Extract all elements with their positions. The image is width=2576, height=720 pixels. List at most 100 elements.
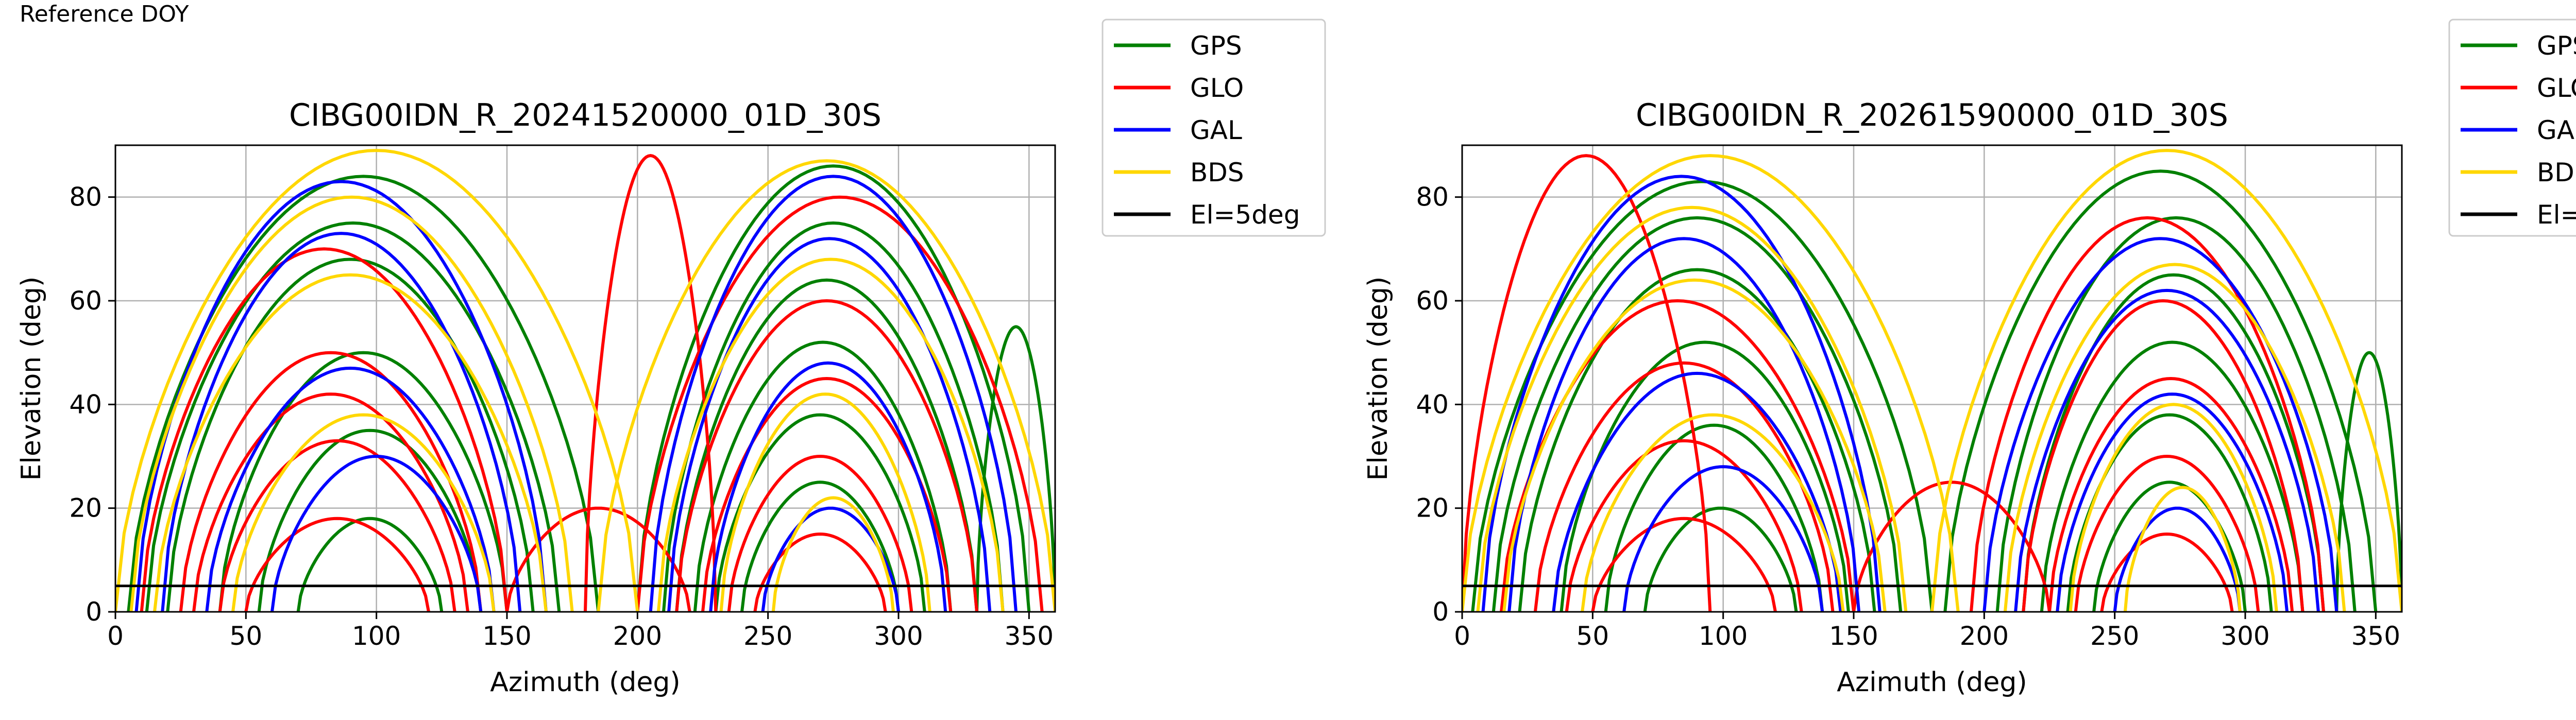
chart1-series-gps-arc <box>1492 216 1903 612</box>
chart1-x-tick-label: 0 <box>1454 621 1470 651</box>
chart0-series-gps-arc <box>662 221 1005 612</box>
chart0-y-tick-label: 40 <box>69 389 102 419</box>
chart0-legend-label: GAL <box>1190 115 1242 145</box>
chart1-y-tick-label: 20 <box>1416 493 1449 523</box>
chart1-legend-label: GPS <box>2537 31 2576 61</box>
chart0-y-tick-label: 80 <box>69 182 102 212</box>
chart0-series-glo-arc <box>675 299 978 612</box>
chart1-series-bds-arc <box>1930 149 2402 612</box>
chart1-series-bds-arc <box>1462 154 1960 612</box>
chart1-legend-box <box>2448 19 2576 237</box>
chart1-series-glo-arc <box>2074 454 2260 612</box>
chart1-series-glo-arc <box>1462 154 1712 612</box>
skyplot-chart-left: 0 50 100 150 200 250 300 350 0 20 40 60 80 CIBG00IDN_… <box>16 19 1326 698</box>
chart1-series-gps-arc <box>2335 351 2402 612</box>
chart0-legend-label: El=5deg <box>1190 200 1300 230</box>
chart1-x-axis-label: Azimuth (deg) <box>1837 667 2027 698</box>
chart0-series-glo-arc <box>701 376 953 612</box>
chart1-series-bds-arc <box>2069 403 2278 612</box>
chart0-series-bds-arc <box>719 392 931 612</box>
chart0-x-tick-label: 350 <box>1005 621 1054 651</box>
chart1-series-gps-arc <box>2022 273 2325 612</box>
chart1-plot-area <box>1462 149 2402 612</box>
chart0-legend: GPS GLO GAL BDS El=5deg <box>1101 19 1326 237</box>
chart0-legend-label: BDS <box>1190 158 1244 187</box>
chart1-x-tick-label: 100 <box>1699 621 1748 651</box>
chart1-series-gal-arc <box>2056 392 2289 612</box>
chart0-x-tick-label: 50 <box>230 621 263 651</box>
chart0-series-gps-arc <box>693 340 953 612</box>
chart0-series-gal-arc <box>205 366 496 612</box>
chart1-series-glo-arc <box>2022 299 2304 612</box>
chart0-series-gps-arc <box>740 481 900 612</box>
chart1-y-tick-label: 60 <box>1416 286 1449 316</box>
chart1-series-gal-arc <box>1481 175 1882 612</box>
chart0-series-glo-arc <box>140 247 509 612</box>
skyplot-chart-right: 0 50 100 150 200 250 300 350 0 20 40 60 80 CIBG00IDN_… <box>1363 19 2576 698</box>
chart0-series-gps-arc <box>257 428 483 612</box>
chart1-series-gal-arc <box>2014 288 2320 612</box>
chart0-x-tick-label: 250 <box>743 621 792 651</box>
chart1-x-tick-label: 350 <box>2351 621 2400 651</box>
chart1-x-tick-label: 50 <box>1577 621 1609 651</box>
chart0-y-tick-label: 20 <box>69 493 102 523</box>
chart1-series-gal-arc <box>1622 465 1824 612</box>
chart1-legend: GPS GLO GAL BDS El=5deg <box>2448 19 2576 237</box>
chart0-series-gps-arc <box>218 351 509 612</box>
chart1-title: CIBG00IDN_R_20261590000_01D_30S <box>1636 97 2228 133</box>
figure-caption: Reference DOY <box>20 1 189 27</box>
chart0-title: CIBG00IDN_R_20241520000_01D_30S <box>289 97 882 133</box>
chart0-series-gal-arc <box>134 180 548 612</box>
chart0-y-tick-label: 0 <box>86 597 102 627</box>
chart1-series-bds-arc <box>1581 413 1845 612</box>
chart0-series-bds-arc <box>115 149 639 612</box>
chart1-series-gal-arc <box>1552 371 1842 612</box>
chart0-x-tick-label: 0 <box>107 621 124 651</box>
chart1-series-gps-arc <box>1560 340 1850 612</box>
chart1-series-gps-arc <box>2040 340 2304 612</box>
chart0-x-tick-label: 100 <box>352 621 401 651</box>
chart1-series-bds-arc <box>1502 278 1887 612</box>
chart1-series-gps-arc <box>1518 268 1876 612</box>
chart0-series-gps-arc <box>675 278 978 612</box>
chart0-legend-label: GPS <box>1190 31 1242 61</box>
chart0-series-gal-arc <box>649 175 1018 612</box>
chart1-x-tick-label: 150 <box>1829 621 1878 651</box>
chart0-series-bds-arc <box>656 258 1005 612</box>
chart1-series-glo-arc <box>1970 216 2325 612</box>
chart1-series-glo-arc <box>2048 376 2294 612</box>
chart0-x-tick-label: 300 <box>874 621 923 651</box>
chart0-y-tick-label: 60 <box>69 286 102 316</box>
chart0-y-axis-label: Elevation (deg) <box>16 277 47 481</box>
chart1-series-gal-arc <box>2113 506 2242 612</box>
chart0-series-bds-arc <box>153 273 548 612</box>
chart0-series-bds-arc <box>129 195 574 612</box>
chart0-series-glo-arc <box>584 154 718 612</box>
chart0-legend-box <box>1101 19 1326 237</box>
chart1-legend-label: GLO <box>2537 73 2576 103</box>
chart1-series-gps-arc <box>1643 506 1798 612</box>
chart1-legend-label: El=5deg <box>2537 200 2576 230</box>
chart1-series-glo-arc <box>1565 439 1803 612</box>
chart1-series-gal-arc <box>1507 237 1861 612</box>
chart0-series-bds-arc <box>597 159 1055 612</box>
chart0-plot-area <box>115 149 1055 612</box>
chart1-series-gps-arc <box>1943 169 2378 612</box>
chart1-series-glo-arc <box>1533 361 1835 612</box>
chart1-axes-frame <box>1461 144 2403 613</box>
chart1-series-bds-arc <box>1476 205 1908 612</box>
chart0-series-glo-arc <box>179 351 483 612</box>
chart0-x-tick-label: 200 <box>613 621 662 651</box>
chart1-x-tick-label: 300 <box>2221 621 2269 651</box>
chart0-series-glo-arc <box>218 439 456 612</box>
chart0-x-axis-label: Azimuth (deg) <box>490 667 680 698</box>
chart0-series-bds-arc <box>771 496 895 612</box>
chart1-x-tick-label: 200 <box>1960 621 2009 651</box>
chart0-series-gal-arc <box>161 232 522 612</box>
chart1-y-tick-label: 80 <box>1416 182 1449 212</box>
chart1-y-tick-label: 0 <box>1432 597 1449 627</box>
chart1-legend-label: GAL <box>2537 115 2576 145</box>
chart0-series-gps-arc <box>975 325 1055 612</box>
chart0-series-glo-arc <box>244 517 430 612</box>
chart1-series-gps-arc <box>1604 423 1824 612</box>
